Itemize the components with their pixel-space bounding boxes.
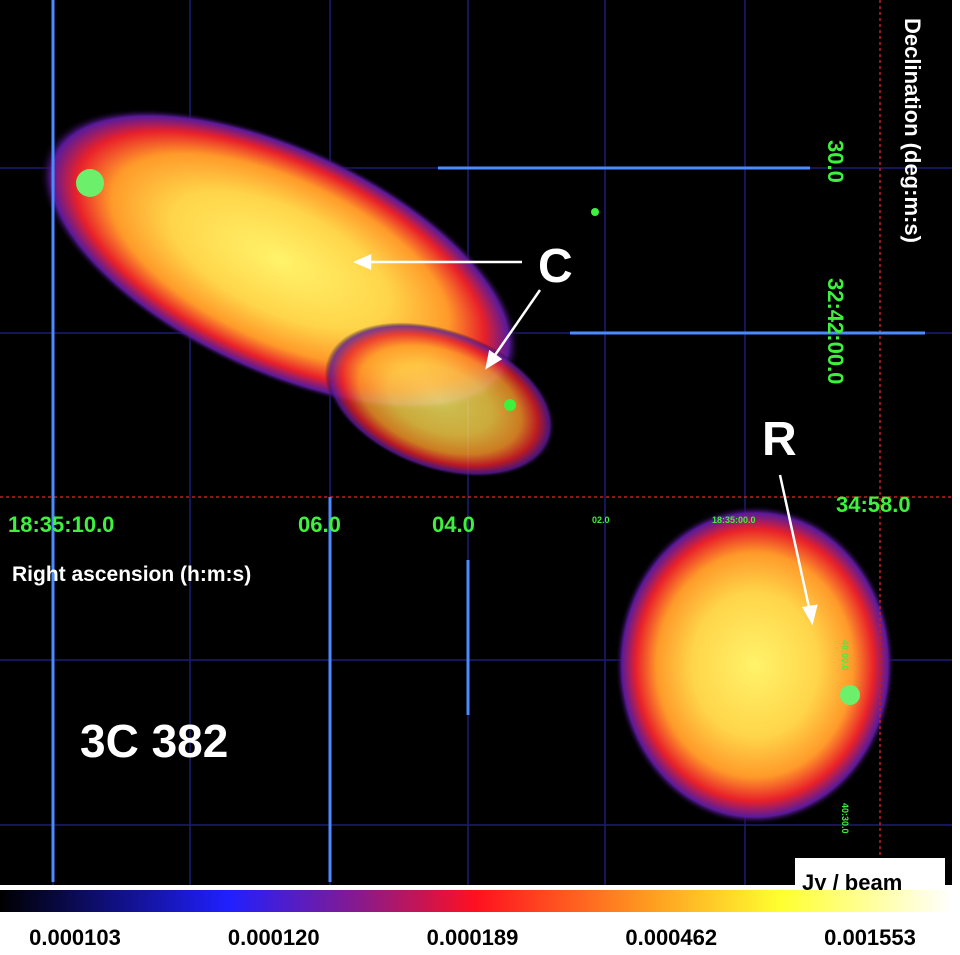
source-label: 3C 382 xyxy=(80,715,228,767)
y-tick-label: 34:58.0 xyxy=(836,492,911,517)
core-label: C xyxy=(538,240,573,293)
colorbar xyxy=(0,890,952,912)
colorbar-tick-label: 0.000462 xyxy=(625,925,717,950)
colorbar-tick-label: 0.000103 xyxy=(29,925,121,950)
colorbar-tick-label: 0.000120 xyxy=(228,925,320,950)
y-tick-label: 30.0 xyxy=(823,140,848,183)
colorbar-tick-label: 0.000189 xyxy=(427,925,519,950)
small-tick-label: 02.0 xyxy=(592,515,610,525)
x-tick-label: 06.0 xyxy=(298,512,341,537)
frame-lines xyxy=(0,0,952,885)
x-tick-label: 04.0 xyxy=(432,512,475,537)
arrows xyxy=(352,254,818,626)
small-tick-label: 40:30.0 xyxy=(840,803,850,834)
lobe-label: R xyxy=(762,413,797,466)
x-tick-label: 18:35:10.0 xyxy=(8,512,114,537)
small-tick-label: 40:00.0 xyxy=(840,640,850,671)
x-axis-label: Right ascension (h:m:s) xyxy=(12,563,251,586)
y-tick-label: 32:42:00.0 xyxy=(823,278,848,384)
axis-lines xyxy=(51,0,925,882)
small-tick-label: 18:35:00.0 xyxy=(712,515,756,525)
colorbar-tick-label: 0.001553 xyxy=(824,925,916,950)
y-axis-label: Declination (deg:m:s) xyxy=(900,18,925,243)
colorbar-ticks: 0.000103 0.000120 0.000189 0.000462 0.001553 xyxy=(29,925,916,950)
